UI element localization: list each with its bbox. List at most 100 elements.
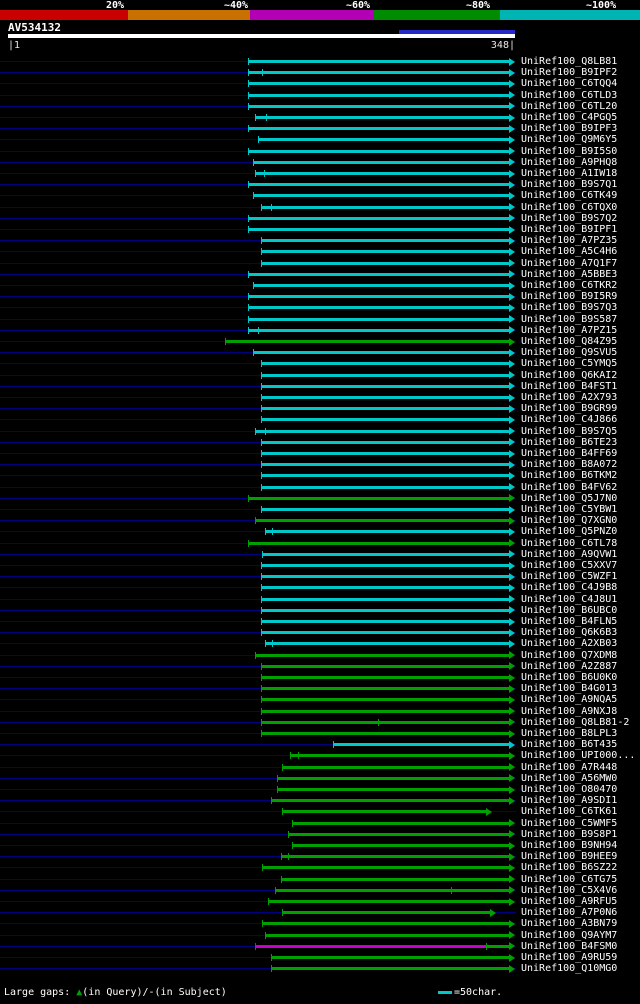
hit-label[interactable]: UniRef100_A7Q1F7 xyxy=(521,257,618,269)
hit-label[interactable]: UniRef100_B9IPF3 xyxy=(521,123,618,135)
hit-label[interactable]: UniRef100_B9S8P1 xyxy=(521,828,618,840)
alignment-bar[interactable] xyxy=(265,639,515,648)
alignment-bar[interactable] xyxy=(247,303,516,312)
hit-label[interactable]: UniRef100_C4J8U1 xyxy=(521,593,618,605)
alignment-bar[interactable] xyxy=(270,796,516,805)
hit-label[interactable]: UniRef100_Q8LB81 xyxy=(521,56,618,67)
hit-label[interactable]: UniRef100_B4FSM0 xyxy=(521,940,618,952)
hit-label[interactable]: UniRef100_Q6K6B3 xyxy=(521,627,618,639)
hit-label[interactable]: UniRef100_C5YBW1 xyxy=(521,504,618,515)
hit-label[interactable]: UniRef100_B6SZ22 xyxy=(521,862,618,874)
alignment-bar[interactable] xyxy=(247,326,516,335)
alignment-bar[interactable] xyxy=(260,371,516,380)
alignment-bar[interactable] xyxy=(276,785,515,794)
alignment-bar[interactable] xyxy=(247,91,516,100)
hit-label[interactable]: UniRef100_A56MW0 xyxy=(521,772,618,784)
hit-label[interactable]: UniRef100_Q9AYM7 xyxy=(521,929,618,941)
hit-label[interactable]: UniRef100_C6TL20 xyxy=(521,100,618,112)
hit-label[interactable]: UniRef100_A7PZ15 xyxy=(521,324,618,336)
hit-label[interactable]: UniRef100_B4FST1 xyxy=(521,380,618,392)
hit-label[interactable]: UniRef100_A5BBE3 xyxy=(521,268,618,280)
hit-label[interactable]: UniRef100_Q8LB81-2 xyxy=(521,716,630,728)
hit-label[interactable]: UniRef100_B9S587 xyxy=(521,313,618,325)
alignment-bar[interactable] xyxy=(260,583,516,592)
alignment-bar[interactable] xyxy=(265,527,515,536)
hit-label[interactable]: UniRef100_A9SDI1 xyxy=(521,795,618,807)
alignment-bar[interactable] xyxy=(247,292,516,301)
alignment-bar[interactable] xyxy=(247,68,516,77)
alignment-bar[interactable] xyxy=(260,247,516,256)
hit-label[interactable]: UniRef100_Q5PNZ0 xyxy=(521,526,618,538)
hit-label[interactable]: UniRef100_B9HEE9 xyxy=(521,851,618,863)
hit-label[interactable]: UniRef100_A7P0N6 xyxy=(521,907,618,919)
alignment-bar[interactable] xyxy=(270,953,516,962)
alignment-bar[interactable] xyxy=(292,819,515,828)
alignment-bar[interactable] xyxy=(257,135,516,144)
alignment-bar[interactable] xyxy=(247,147,516,156)
alignment-bar[interactable] xyxy=(254,651,516,660)
alignment-bar[interactable] xyxy=(260,606,516,615)
alignment-bar[interactable] xyxy=(253,191,515,200)
alignment-bar[interactable] xyxy=(260,695,516,704)
hit-label[interactable]: UniRef100_C6TK49 xyxy=(521,190,618,202)
hit-label[interactable]: UniRef100_C6TQQ4 xyxy=(521,78,618,90)
alignment-bar[interactable] xyxy=(247,225,516,234)
alignment-bar[interactable] xyxy=(260,449,516,458)
alignment-bar[interactable] xyxy=(260,359,516,368)
hit-label[interactable]: UniRef100_C6TQX0 xyxy=(521,201,618,213)
alignment-bar[interactable] xyxy=(260,460,516,469)
hit-label[interactable]: UniRef100_B6U0K0 xyxy=(521,672,618,683)
alignment-bar[interactable] xyxy=(260,393,516,402)
alignment-bar[interactable] xyxy=(247,124,516,133)
hit-label[interactable]: UniRef100_B6UBC0 xyxy=(521,604,618,616)
alignment-bar[interactable] xyxy=(260,404,516,413)
hit-label[interactable]: UniRef100_B6TE23 xyxy=(521,436,618,448)
hit-label[interactable]: UniRef100_B9IPF1 xyxy=(521,224,618,235)
hit-label[interactable]: UniRef100_B4FF69 xyxy=(521,448,618,459)
hit-label[interactable]: UniRef100_Q84Z95 xyxy=(521,336,618,347)
alignment-bar[interactable] xyxy=(262,863,515,872)
alignment-bar[interactable] xyxy=(260,438,516,447)
hit-label[interactable]: UniRef100_C5WMF5 xyxy=(521,817,618,829)
alignment-bar[interactable] xyxy=(332,740,516,749)
alignment-bar[interactable] xyxy=(224,337,516,346)
alignment-bar[interactable] xyxy=(260,382,516,391)
hit-label[interactable]: UniRef100_A9QVW1 xyxy=(521,548,618,560)
alignment-bar[interactable] xyxy=(253,158,515,167)
alignment-bar[interactable] xyxy=(253,348,515,357)
alignment-bar[interactable] xyxy=(260,628,516,637)
hit-label[interactable]: UniRef100_A9NQA5 xyxy=(521,694,618,706)
alignment-bar[interactable] xyxy=(253,281,515,290)
hit-label[interactable]: UniRef100_A2Z887 xyxy=(521,660,618,672)
hit-label[interactable]: UniRef100_B8LPL3 xyxy=(521,728,618,739)
hit-label[interactable]: UniRef100_Q10MG0 xyxy=(521,963,618,975)
alignment-bar[interactable] xyxy=(270,964,516,973)
hit-label[interactable]: UniRef100_B4FLN5 xyxy=(521,616,618,627)
alignment-bar[interactable] xyxy=(260,684,516,693)
alignment-bar[interactable] xyxy=(260,718,516,727)
hit-label[interactable]: UniRef100_A2X793 xyxy=(521,392,618,403)
alignment-bar[interactable] xyxy=(260,561,516,570)
hit-label[interactable]: UniRef100_B9IPF2 xyxy=(521,67,618,79)
hit-label[interactable]: UniRef100_B8A072 xyxy=(521,459,618,471)
alignment-bar[interactable] xyxy=(485,942,516,951)
hit-label[interactable]: UniRef100_C5YMQ5 xyxy=(521,358,618,370)
hit-label[interactable]: UniRef100_C4PGQ5 xyxy=(521,112,618,123)
hit-label[interactable]: UniRef100_B9S7Q1 xyxy=(521,179,618,191)
alignment-bar[interactable] xyxy=(247,102,516,111)
hit-label[interactable]: UniRef100_A5C4H6 xyxy=(521,246,618,258)
alignment-bar[interactable] xyxy=(254,427,516,436)
alignment-bar[interactable] xyxy=(260,572,516,581)
hit-label[interactable]: UniRef100_Q6KAI2 xyxy=(521,369,618,381)
alignment-bar[interactable] xyxy=(265,931,515,940)
alignment-bar[interactable] xyxy=(275,886,515,895)
hit-label[interactable]: UniRef100_C6TLD3 xyxy=(521,89,618,101)
alignment-bar[interactable] xyxy=(260,729,516,738)
hit-label[interactable]: UniRef100_A2XB03 xyxy=(521,638,618,650)
hit-label[interactable]: UniRef100_A7PZ35 xyxy=(521,235,618,247)
hit-label[interactable]: UniRef100_A9RFU5 xyxy=(521,896,618,907)
alignment-bar[interactable] xyxy=(260,415,516,424)
hit-label[interactable]: UniRef100_B9S7Q5 xyxy=(521,425,618,437)
alignment-bar[interactable] xyxy=(289,751,515,760)
hit-label[interactable]: UniRef100_C4J9B8 xyxy=(521,582,618,594)
